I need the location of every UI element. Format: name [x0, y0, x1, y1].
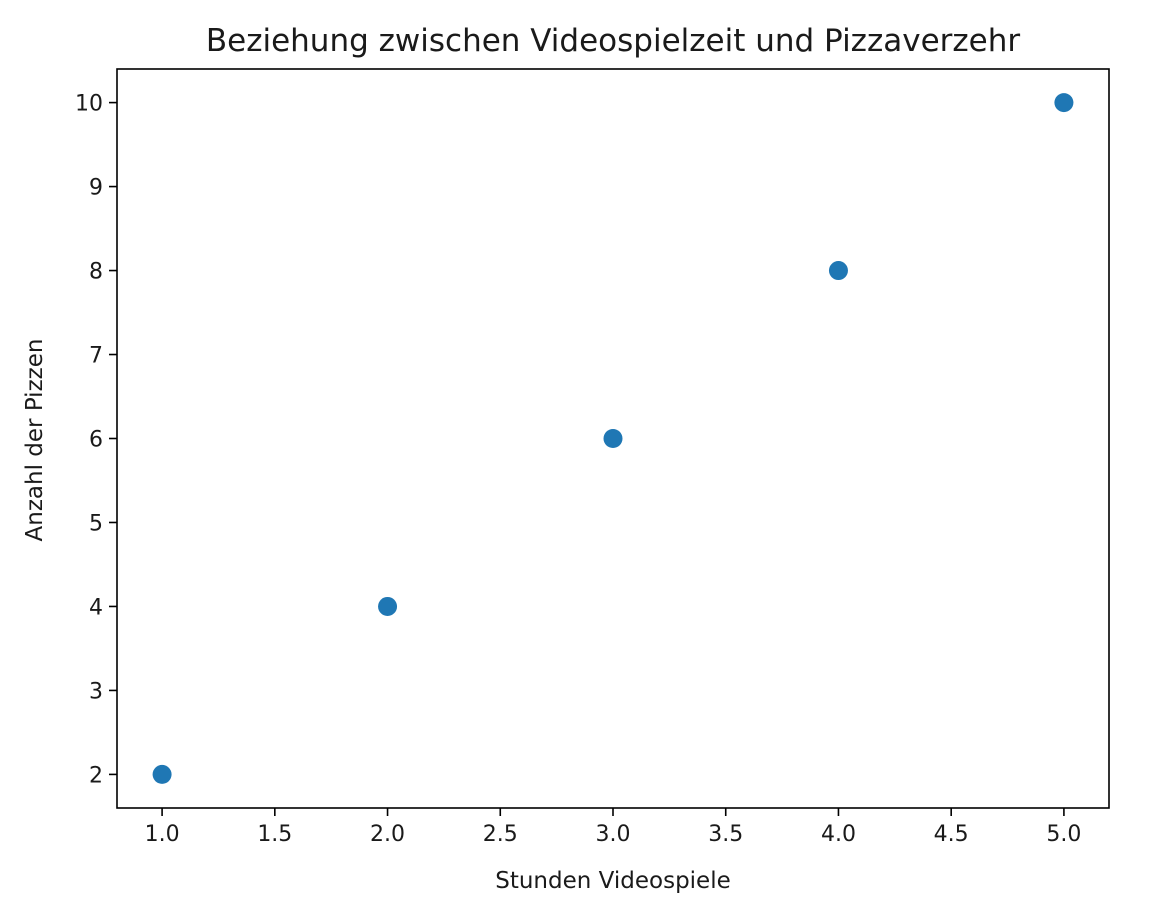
- x-tick-label: 2.5: [483, 822, 518, 847]
- y-tick-label: 2: [89, 763, 103, 788]
- x-tick-label: 4.5: [934, 822, 969, 847]
- scatter-point: [1054, 93, 1074, 113]
- x-tick-label: 4.0: [821, 822, 856, 847]
- scatter-points: [152, 93, 1074, 784]
- scatter-point: [152, 764, 172, 784]
- y-tick-label: 10: [75, 92, 103, 117]
- x-tick-label: 1.0: [145, 822, 180, 847]
- scatter-point: [828, 261, 848, 281]
- y-tick-label: 5: [89, 511, 103, 536]
- y-tick-label: 7: [89, 344, 103, 369]
- x-tick-label: 2.0: [370, 822, 405, 847]
- y-tick-label: 8: [89, 260, 103, 285]
- y-axis: 2 3 4 5 6 7 8 9 10: [75, 92, 117, 788]
- y-tick-label: 9: [89, 176, 103, 201]
- x-axis: 1.0 1.5 2.0 2.5 3.0 3.5 4.0 4.5 5.0: [145, 808, 1081, 847]
- x-tick-label: 3.5: [708, 822, 743, 847]
- x-tick-label: 3.0: [596, 822, 631, 847]
- y-tick-label: 4: [89, 595, 103, 620]
- y-tick-label: 3: [89, 679, 103, 704]
- x-tick-label: 1.5: [257, 822, 292, 847]
- x-axis-label: Stunden Videospiele: [495, 868, 731, 894]
- scatter-point: [603, 429, 623, 448]
- y-tick-label: 6: [89, 428, 103, 453]
- scatter-point: [378, 596, 398, 616]
- y-axis-label: Anzahl der Pizzen: [22, 339, 48, 542]
- x-tick-label: 5.0: [1046, 822, 1081, 847]
- chart-title: Beziehung zwischen Videospielzeit und Pi…: [206, 23, 1021, 59]
